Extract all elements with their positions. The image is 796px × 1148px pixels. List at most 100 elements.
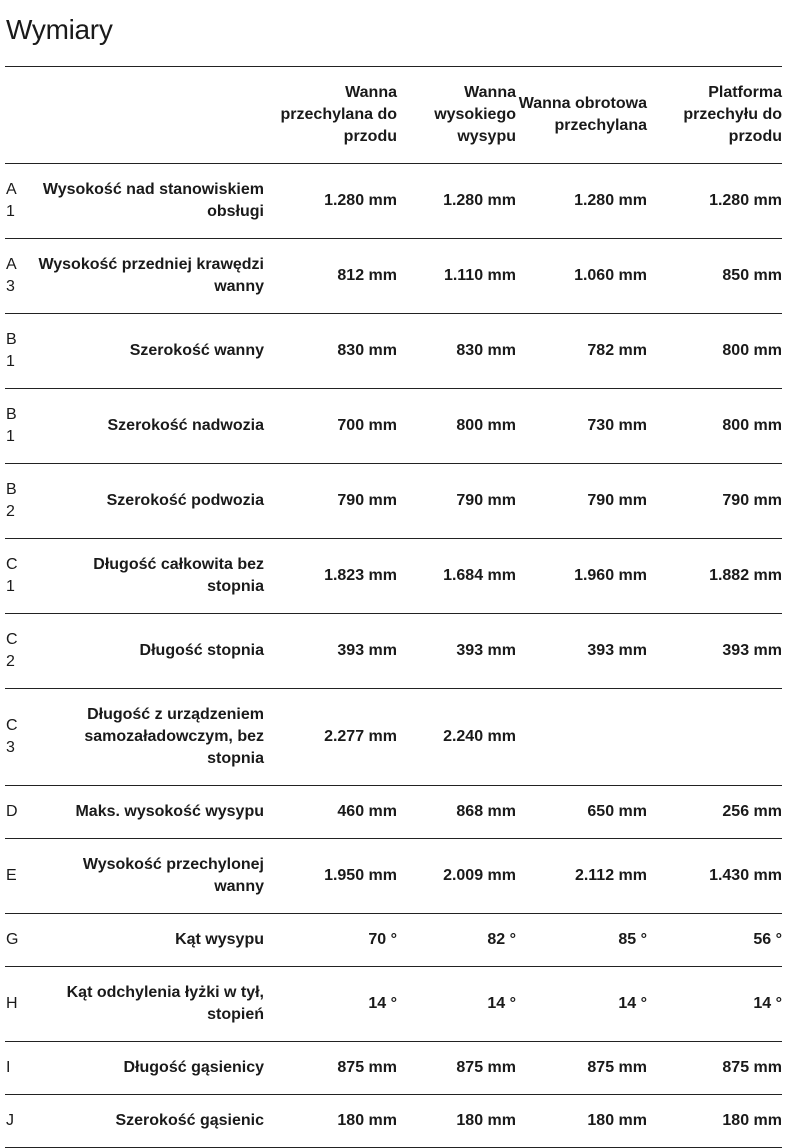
- row-code: B 1: [6, 331, 17, 370]
- row-value: 790 mm: [587, 492, 647, 509]
- row-value: 2.009 mm: [443, 867, 516, 884]
- row-value: 830 mm: [456, 342, 516, 359]
- row-value: 800 mm: [722, 342, 782, 359]
- row-value: 850 mm: [722, 267, 782, 284]
- row-label: Wysokość nad stanowiskiem obsługi: [42, 181, 264, 220]
- row-value: 830 mm: [337, 342, 397, 359]
- row-label: Kąt wysypu: [175, 931, 264, 948]
- row-label: Maks. wysokość wysypu: [75, 803, 264, 820]
- row-value: 1.110 mm: [443, 267, 516, 284]
- row-value: 14 °: [368, 995, 397, 1012]
- row-code: C 2: [6, 631, 18, 670]
- row-value: 180 mm: [337, 1112, 397, 1129]
- table-row: B 2 Szerokość podwozia 790 mm 790 mm 790 mm 7…: [5, 464, 782, 539]
- table-row: D Maks. wysokość wysypu 460 mm 868 mm 650 mm…: [5, 786, 782, 839]
- row-code: G: [6, 931, 19, 948]
- row-label: Wysokość przedniej krawędzi wanny: [38, 256, 264, 295]
- row-value: 1.684 mm: [443, 567, 516, 584]
- row-value: 875 mm: [337, 1059, 397, 1076]
- table-row: H Kąt odchylenia łyżki w tył, stopień 14 °…: [5, 967, 782, 1042]
- row-code: A 3: [6, 256, 16, 295]
- column-header: Wanna przechylana do przodu: [280, 84, 397, 145]
- row-code: C 3: [6, 717, 18, 756]
- table-row: J Szerokość gąsienic 180 mm 180 mm 180 mm 180…: [5, 1095, 782, 1148]
- table-row: I Długość gąsienicy 875 mm 875 mm 875 mm 875 …: [5, 1042, 782, 1095]
- row-value: 812 mm: [337, 267, 397, 284]
- row-value: 1.280 mm: [709, 192, 782, 209]
- row-label: Wysokość przechylonej wanny: [82, 856, 264, 895]
- row-value: 460 mm: [337, 803, 397, 820]
- row-label: Kąt odchylenia łyżki w tył, stopień: [66, 984, 264, 1023]
- column-header: Wanna wysokiego wysypu: [434, 84, 516, 145]
- table-row: E Wysokość przechylonej wanny 1.950 mm 2.00…: [5, 839, 782, 914]
- table-row: C 1 Długość całkowita bez stopnia 1.823 mm…: [5, 539, 782, 614]
- dimensions-table: Wanna przechylana do przodu Wanna wysoki…: [5, 66, 782, 1148]
- row-value: 1.280 mm: [443, 192, 516, 209]
- row-value: 14 °: [753, 995, 782, 1012]
- row-value: 875 mm: [587, 1059, 647, 1076]
- row-value: 790 mm: [456, 492, 516, 509]
- row-value: 2.277 mm: [324, 728, 397, 745]
- row-value: 70 °: [368, 931, 397, 948]
- row-value: 790 mm: [337, 492, 397, 509]
- row-label: Szerokość wanny: [129, 342, 264, 359]
- table-row: C 2 Długość stopnia 393 mm 393 mm 393 mm 393 …: [5, 614, 782, 689]
- row-label: Długość stopnia: [139, 642, 264, 659]
- row-value: 393 mm: [337, 642, 397, 659]
- header-code: [5, 67, 36, 164]
- row-value: 1.882 mm: [709, 567, 782, 584]
- row-value: 782 mm: [587, 342, 647, 359]
- row-value: 875 mm: [722, 1059, 782, 1076]
- row-label: Szerokość podwozia: [106, 492, 264, 509]
- column-header: Wanna obrotowa przechylana: [518, 95, 647, 134]
- row-value: 180 mm: [456, 1112, 516, 1129]
- row-label: Długość gąsienicy: [123, 1059, 265, 1076]
- row-value: 1.280 mm: [324, 192, 397, 209]
- row-value: 56 °: [753, 931, 782, 948]
- row-value: 650 mm: [587, 803, 647, 820]
- row-value: 800 mm: [456, 417, 516, 434]
- row-label: Długość z urządzeniem samozaładowczym, b…: [84, 706, 264, 767]
- table-row: B 1 Szerokość wanny 830 mm 830 mm 782 mm 800 …: [5, 314, 782, 389]
- row-value: 1.950 mm: [324, 867, 397, 884]
- row-value: 1.060 mm: [574, 267, 647, 284]
- row-value: [516, 689, 647, 786]
- row-value: 800 mm: [722, 417, 782, 434]
- row-label: Szerokość gąsienic: [115, 1112, 264, 1129]
- row-value: 1.823 mm: [324, 567, 397, 584]
- row-value: 1.960 mm: [574, 567, 647, 584]
- row-value: 2.112 mm: [574, 867, 647, 884]
- row-code: B 2: [6, 481, 17, 520]
- row-label: Długość całkowita bez stopnia: [93, 556, 264, 595]
- column-header: Platforma przechyłu do przodu: [683, 84, 782, 145]
- row-code: E: [6, 867, 17, 884]
- header-label: [36, 67, 264, 164]
- row-code: B 1: [6, 406, 17, 445]
- table-row: G Kąt wysypu 70 ° 82 ° 85 ° 56 °: [5, 914, 782, 967]
- row-value: 393 mm: [722, 642, 782, 659]
- row-value: 2.240 mm: [443, 728, 516, 745]
- row-value: 180 mm: [587, 1112, 647, 1129]
- row-value: 85 °: [618, 931, 647, 948]
- row-value: 82 °: [487, 931, 516, 948]
- row-value: 393 mm: [587, 642, 647, 659]
- row-value: 256 mm: [722, 803, 782, 820]
- row-value: 393 mm: [456, 642, 516, 659]
- table-row: A 3 Wysokość przedniej krawędzi wanny 812 …: [5, 239, 782, 314]
- row-code: I: [6, 1059, 11, 1076]
- row-value: 180 mm: [722, 1112, 782, 1129]
- row-value: 1.430 mm: [709, 867, 782, 884]
- table-row: C 3 Długość z urządzeniem samozaładowczym…: [5, 689, 782, 786]
- row-code: D: [6, 803, 18, 820]
- row-code: A 1: [6, 181, 16, 220]
- row-value: 868 mm: [456, 803, 516, 820]
- row-value: 730 mm: [587, 417, 647, 434]
- page-title: Wymiary: [6, 14, 113, 45]
- row-value: [647, 689, 782, 786]
- row-value: 14 °: [618, 995, 647, 1012]
- table-row: A 1 Wysokość nad stanowiskiem obsługi 1.28…: [5, 164, 782, 239]
- row-code: J: [6, 1112, 14, 1129]
- row-value: 700 mm: [337, 417, 397, 434]
- row-label: Szerokość nadwozia: [107, 417, 265, 434]
- row-value: 14 °: [487, 995, 516, 1012]
